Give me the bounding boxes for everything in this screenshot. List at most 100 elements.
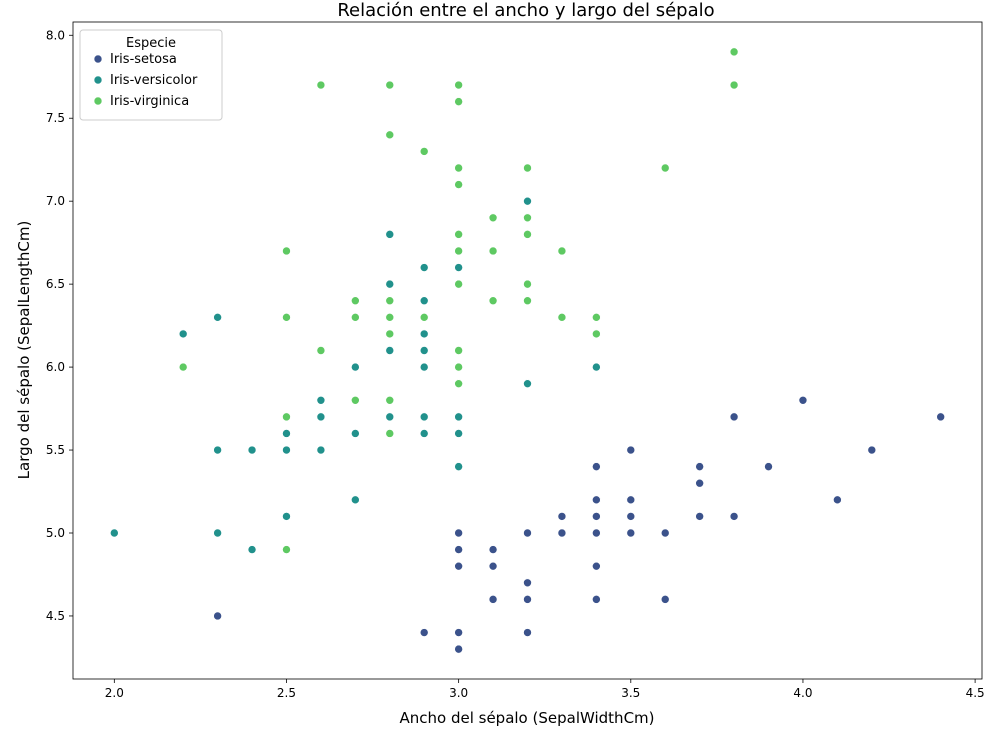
data-point bbox=[351, 296, 360, 306]
data-point bbox=[454, 163, 463, 173]
y-tick-label: 6.0 bbox=[46, 360, 65, 374]
data-point bbox=[213, 313, 222, 322]
x-tick-label: 2.5 bbox=[277, 686, 296, 700]
data-point bbox=[729, 80, 739, 90]
legend: Especie Iris-setosa Iris-versicolor Iris-v… bbox=[79, 29, 223, 121]
data-point bbox=[385, 313, 395, 322]
data-point bbox=[523, 578, 532, 588]
data-point bbox=[385, 279, 395, 289]
data-point bbox=[419, 329, 429, 339]
data-point bbox=[351, 395, 360, 405]
data-point bbox=[385, 230, 395, 239]
data-point bbox=[419, 346, 429, 355]
data-point bbox=[488, 561, 498, 571]
data-point bbox=[660, 163, 670, 173]
data-point bbox=[557, 246, 567, 256]
y-tick-label: 6.5 bbox=[46, 277, 65, 291]
data-point bbox=[626, 445, 636, 455]
data-point bbox=[454, 346, 463, 355]
data-point bbox=[833, 495, 842, 505]
data-point bbox=[592, 528, 601, 538]
data-point bbox=[316, 346, 326, 355]
y-tick-label: 8.0 bbox=[46, 28, 65, 42]
data-point bbox=[247, 445, 257, 455]
data-point bbox=[523, 595, 532, 604]
data-point bbox=[419, 296, 429, 306]
data-point bbox=[454, 462, 463, 471]
y-tick-label: 5.5 bbox=[46, 443, 65, 457]
data-point bbox=[282, 512, 291, 521]
data-point bbox=[523, 379, 532, 388]
data-point bbox=[523, 196, 532, 206]
data-point bbox=[282, 412, 291, 422]
data-point bbox=[454, 279, 463, 289]
data-point bbox=[454, 263, 463, 272]
data-point bbox=[592, 362, 601, 372]
data-point bbox=[454, 429, 463, 438]
data-point bbox=[419, 147, 429, 156]
data-point bbox=[316, 412, 326, 422]
data-point bbox=[592, 512, 601, 521]
chart-title: Relación entre el ancho y largo del sépa… bbox=[337, 0, 714, 21]
data-point bbox=[592, 561, 601, 571]
data-point bbox=[282, 313, 291, 322]
data-point bbox=[385, 395, 395, 405]
data-point bbox=[523, 213, 532, 223]
data-point bbox=[110, 528, 119, 538]
data-point bbox=[419, 429, 429, 438]
data-point bbox=[523, 528, 532, 538]
data-point bbox=[454, 180, 463, 189]
data-point bbox=[626, 528, 636, 538]
data-point bbox=[454, 230, 463, 239]
data-point bbox=[419, 412, 429, 422]
data-point bbox=[282, 429, 291, 438]
data-point bbox=[660, 595, 670, 604]
data-point bbox=[592, 495, 601, 505]
data-point bbox=[488, 246, 498, 256]
data-point bbox=[454, 362, 463, 372]
data-point bbox=[178, 362, 188, 372]
data-point bbox=[419, 263, 429, 272]
data-point bbox=[351, 313, 360, 322]
legend-marker bbox=[93, 54, 103, 64]
data-point bbox=[488, 545, 498, 554]
data-point bbox=[523, 296, 532, 306]
data-point bbox=[729, 412, 739, 422]
data-point bbox=[419, 313, 429, 322]
data-point bbox=[454, 561, 463, 571]
data-point bbox=[592, 462, 601, 471]
x-tick-label: 3.0 bbox=[449, 686, 468, 700]
data-point bbox=[178, 329, 188, 339]
y-tick-label: 7.0 bbox=[46, 194, 65, 208]
data-point bbox=[351, 495, 360, 505]
data-point bbox=[454, 628, 463, 637]
y-tick-label: 4.5 bbox=[46, 609, 65, 623]
data-point bbox=[488, 213, 498, 223]
y-tick-label: 5.0 bbox=[46, 526, 65, 540]
data-point bbox=[247, 545, 257, 554]
data-point bbox=[695, 478, 704, 488]
data-point bbox=[454, 379, 463, 388]
data-point bbox=[419, 362, 429, 372]
legend-entry-label: Iris-versicolor bbox=[110, 73, 198, 88]
data-point bbox=[385, 429, 395, 438]
data-point bbox=[729, 47, 739, 57]
data-point bbox=[798, 395, 808, 405]
data-point bbox=[660, 528, 670, 538]
y-tick-label: 7.5 bbox=[46, 111, 65, 125]
data-point bbox=[488, 595, 498, 604]
axis-ticks: 2.0 2.5 3.0 3.5 4.0 4.5 4.5 5.0 5.5 6.0 6.5 7.0 7.5 8… bbox=[46, 28, 985, 700]
legend-title: Especie bbox=[126, 36, 176, 51]
legend-marker bbox=[93, 96, 103, 106]
data-point bbox=[282, 246, 291, 256]
data-point bbox=[454, 412, 463, 422]
data-point bbox=[385, 346, 395, 355]
data-point bbox=[867, 445, 877, 455]
legend-marker bbox=[93, 75, 103, 85]
data-point bbox=[419, 628, 429, 637]
data-point bbox=[213, 445, 222, 455]
data-point bbox=[523, 230, 532, 239]
legend-box bbox=[79, 29, 223, 121]
data-point bbox=[523, 163, 532, 173]
data-point bbox=[764, 462, 773, 471]
